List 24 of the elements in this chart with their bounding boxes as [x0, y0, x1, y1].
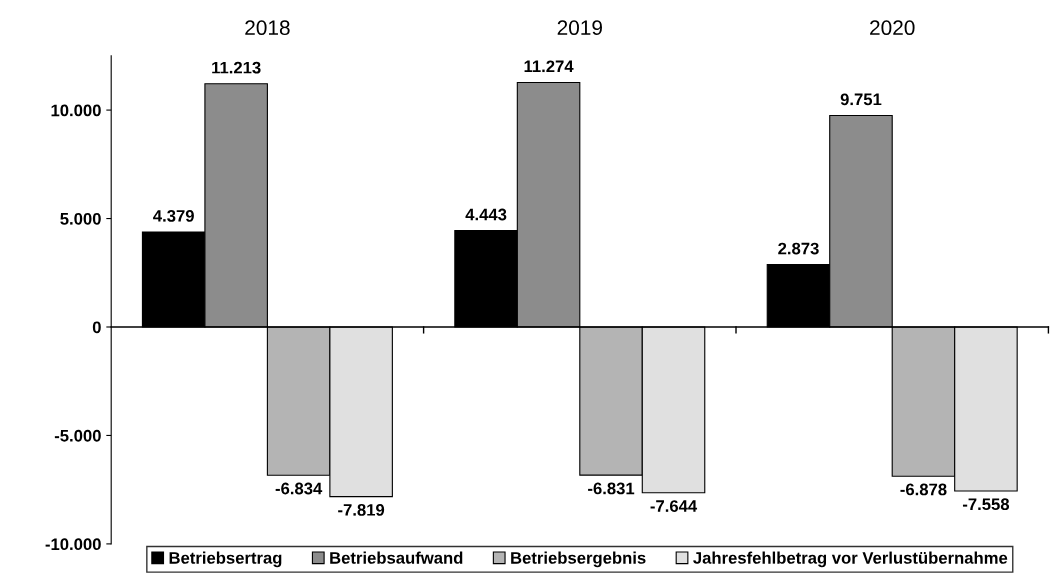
x-tick-label: 2020 [870, 20, 915, 36]
y-tick-label: 10.000 [51, 104, 101, 117]
data-label: -7.558 [962, 498, 1010, 511]
data-label: -7.644 [650, 500, 698, 512]
data-label: -6.834 [275, 482, 323, 495]
data-label: 4.443 [465, 208, 507, 221]
legend-label: Betriebsertrag [169, 551, 282, 568]
y-tick-label: -10.000 [45, 538, 101, 551]
data-label: 2.873 [778, 242, 819, 255]
data-label: 11.274 [524, 60, 574, 73]
legend-label: Betriebsergebnis [511, 551, 646, 568]
data-label: 4.379 [153, 209, 194, 222]
y-tick-label: 5.000 [60, 212, 101, 225]
data-label: -6.831 [588, 482, 635, 495]
data-label: 9.751 [840, 93, 882, 106]
x-tick-label: 2019 [557, 20, 602, 36]
data-label: -7.819 [338, 503, 385, 516]
x-tick-label: 2018 [245, 20, 290, 36]
legend-label: Jahresfehlbetrag vor Verlustübernahme [693, 551, 1008, 568]
data-label: 11.213 [212, 61, 261, 74]
y-tick-label: 0 [92, 321, 101, 334]
data-label: -6.878 [900, 483, 947, 496]
y-tick-label: -5.000 [54, 429, 101, 442]
legend-label: Betriebsaufwand [330, 551, 463, 564]
